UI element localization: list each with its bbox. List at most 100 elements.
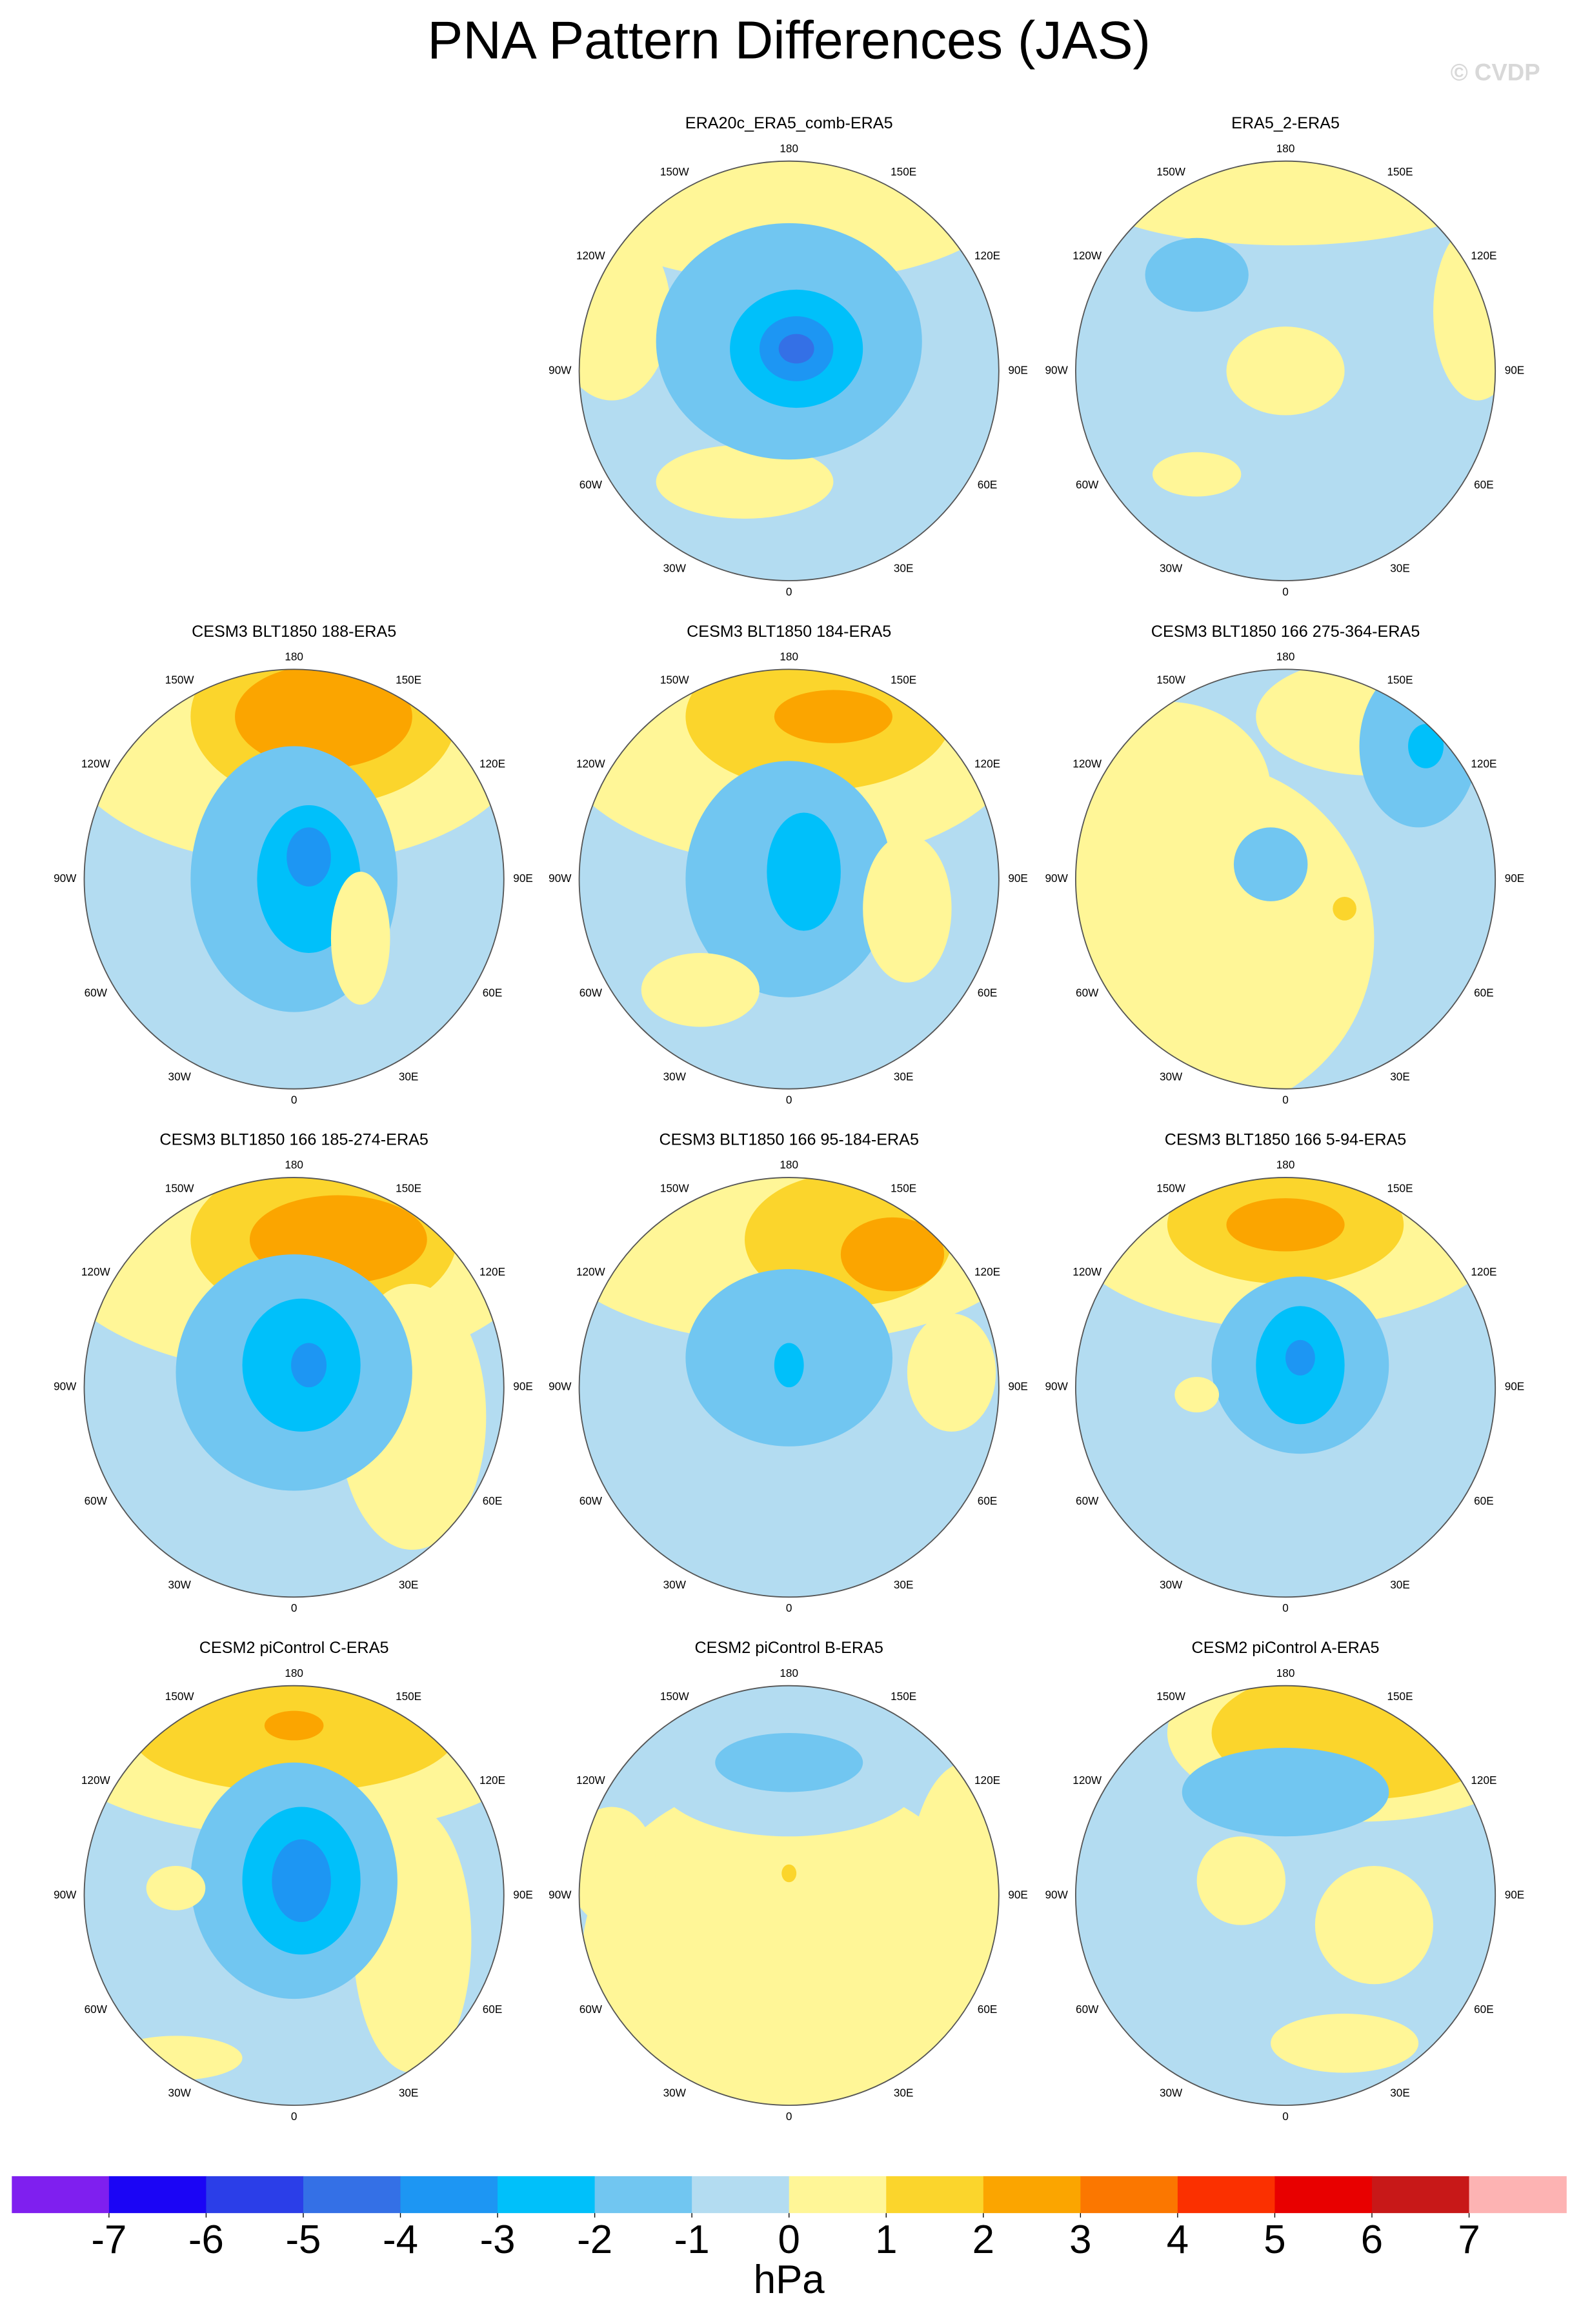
longitude-label: 120W <box>1072 757 1102 770</box>
longitude-label: 120E <box>1471 757 1496 770</box>
panel-title: ERA5_2-ERA5 <box>1231 114 1340 132</box>
longitude-label: 150W <box>165 1690 195 1703</box>
contour-fill <box>1233 827 1308 901</box>
longitude-label: 180 <box>780 1158 798 1171</box>
map-outline <box>83 1685 505 2106</box>
longitude-label: 0 <box>786 1601 792 1614</box>
longitude-label: 180 <box>1276 1667 1295 1679</box>
longitude-label: 90E <box>513 872 533 885</box>
panel-title: CESM3 BLT1850 166 95-184-ERA5 <box>659 1130 919 1148</box>
colorbar-box <box>1274 2176 1373 2214</box>
map-panel <box>1075 1177 1496 1598</box>
longitude-label: 120E <box>479 1265 505 1278</box>
longitude-label: 30W <box>663 1070 687 1083</box>
longitude-label: 0 <box>291 1094 297 1107</box>
longitude-label: 90W <box>549 872 572 885</box>
contour-fill <box>774 690 892 743</box>
colorbar-tick-label: -5 <box>285 2218 321 2262</box>
colorbar-tick-label: -2 <box>577 2218 612 2262</box>
longitude-label: 60E <box>1474 2003 1494 2016</box>
longitude-label: 30E <box>1390 2087 1410 2099</box>
panel-title: CESM3 BLT1850 188-ERA5 <box>192 623 396 641</box>
longitude-label: 90W <box>54 1888 77 1901</box>
longitude-label: 30W <box>168 2087 192 2099</box>
colorbar-tick-label: 0 <box>778 2218 800 2262</box>
longitude-label: 90W <box>54 1380 77 1393</box>
map-panel <box>1075 669 1496 1089</box>
panel-title: CESM3 BLT1850 184-ERA5 <box>687 623 891 641</box>
longitude-label: 120E <box>1471 249 1496 262</box>
colorbar-tick-label: -7 <box>91 2218 126 2262</box>
longitude-label: 30W <box>1160 562 1183 575</box>
panel-title: CESM2 piControl A-ERA5 <box>1192 1639 1380 1657</box>
longitude-label: 180 <box>1276 650 1295 663</box>
contour-fill <box>1226 326 1345 416</box>
longitude-label: 30E <box>894 1070 914 1083</box>
contour-fill <box>641 953 760 1027</box>
contour-fill <box>1196 1836 1286 1925</box>
colorbar-tick-label: -3 <box>480 2218 516 2262</box>
longitude-label: 180 <box>1276 142 1295 155</box>
map-panel <box>84 1177 504 1598</box>
map-outline <box>1075 1177 1496 1598</box>
longitude-label: 150E <box>891 1690 916 1703</box>
contour-fill <box>1145 237 1249 312</box>
longitude-label: 60E <box>978 478 998 491</box>
colorbar-tick-label: 3 <box>1069 2218 1091 2262</box>
longitude-label: 150W <box>1156 674 1186 686</box>
longitude-label: 60W <box>1076 987 1099 999</box>
longitude-label: 120E <box>974 1774 1000 1787</box>
longitude-label: 150W <box>165 1181 195 1194</box>
contour-fill <box>774 1343 804 1388</box>
longitude-label: 30E <box>894 562 914 575</box>
map-outline <box>578 668 1000 1090</box>
map-panel <box>579 1177 999 1598</box>
colorbar-box <box>400 2176 498 2214</box>
colorbar-box <box>789 2176 887 2214</box>
longitude-label: 90E <box>1008 1380 1028 1393</box>
colorbar-unit: hPa <box>754 2258 825 2302</box>
longitude-label: 90W <box>1045 363 1069 376</box>
contour-fill <box>1182 1747 1389 1837</box>
longitude-label: 60E <box>978 1494 998 1507</box>
contour-fill <box>291 1343 327 1388</box>
contour-fill <box>863 834 952 983</box>
longitude-label: 150E <box>1387 165 1413 178</box>
longitude-label: 60E <box>1474 1494 1494 1507</box>
longitude-label: 90E <box>1505 1888 1525 1901</box>
longitude-label: 150E <box>891 165 916 178</box>
longitude-label: 90E <box>1505 872 1525 885</box>
contour-fill <box>907 1313 996 1432</box>
longitude-label: 180 <box>1276 1158 1295 1171</box>
longitude-label: 120W <box>1072 1774 1102 1787</box>
longitude-label: 60W <box>85 2003 108 2016</box>
longitude-label: 30E <box>1390 1070 1410 1083</box>
longitude-label: 180 <box>780 650 798 663</box>
longitude-label: 90E <box>513 1888 533 1901</box>
longitude-label: 30W <box>1160 1070 1183 1083</box>
longitude-label: 0 <box>786 2110 792 2123</box>
longitude-label: 30W <box>1160 2087 1183 2099</box>
longitude-label: 0 <box>291 2110 297 2123</box>
colorbar-tick-label: 6 <box>1361 2218 1383 2262</box>
longitude-label: 180 <box>780 1667 798 1679</box>
map-panel <box>579 161 999 581</box>
longitude-label: 150E <box>891 674 916 686</box>
contour-fill <box>767 812 841 931</box>
longitude-label: 60E <box>483 987 503 999</box>
contour-fill <box>235 669 412 768</box>
contour-fill <box>582 1777 996 2105</box>
longitude-label: 60E <box>978 987 998 999</box>
longitude-label: 90E <box>1008 872 1028 885</box>
longitude-label: 0 <box>291 1601 297 1614</box>
colorbar-box <box>692 2176 790 2214</box>
colorbar-box <box>886 2176 984 2214</box>
longitude-label: 120W <box>81 757 111 770</box>
contour-fill <box>287 827 331 887</box>
longitude-label: 150W <box>660 1181 690 1194</box>
longitude-label: 30E <box>399 1578 419 1591</box>
contour-fill <box>840 1217 945 1292</box>
longitude-label: 120E <box>479 757 505 770</box>
